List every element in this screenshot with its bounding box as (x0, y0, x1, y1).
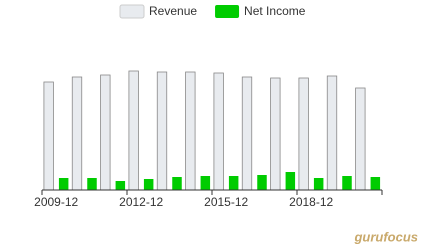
bar (128, 70, 139, 191)
bar (326, 75, 338, 191)
bar (313, 178, 324, 190)
bar (143, 179, 154, 190)
bar (71, 76, 83, 191)
bar (285, 172, 296, 190)
bar (200, 176, 211, 190)
bar (185, 71, 196, 191)
bar (257, 175, 267, 190)
bar (172, 177, 182, 190)
legend-swatch (119, 4, 145, 19)
watermark: gurufocus (353, 229, 418, 244)
bar (213, 72, 224, 191)
legend-label: Net Income (244, 4, 306, 18)
bar (87, 178, 97, 190)
legend-label: Revenue (149, 4, 197, 18)
bar (100, 74, 111, 191)
bar (115, 181, 126, 190)
bar (270, 77, 281, 191)
x-tick-label: 2018-12 (289, 195, 333, 209)
bar (298, 77, 309, 191)
bar (342, 176, 352, 190)
x-tick-label: 2012-12 (119, 195, 163, 209)
bar (241, 76, 253, 191)
x-tick-label: 2009-12 (34, 195, 78, 209)
bar (58, 178, 69, 190)
bar (228, 176, 239, 190)
bar (355, 87, 366, 191)
bar (156, 71, 168, 191)
legend-swatch (215, 5, 240, 18)
bar (370, 177, 381, 190)
bar (43, 81, 54, 191)
x-tick-label: 2015-12 (204, 195, 248, 209)
